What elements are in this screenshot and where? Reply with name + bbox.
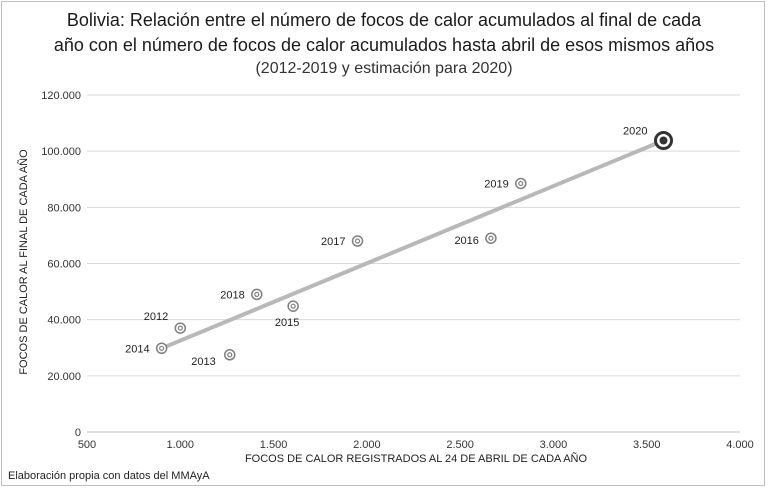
x-tick-label: 2.500 xyxy=(446,439,474,451)
y-tick-label: 40.000 xyxy=(47,315,81,327)
marker-inner xyxy=(488,235,494,241)
data-point-2014 xyxy=(155,342,168,355)
marker-inner xyxy=(227,352,233,358)
marker-inner xyxy=(254,291,260,297)
data-point-2016 xyxy=(485,232,497,244)
x-tick-label: 4.000 xyxy=(726,439,754,451)
point-label-2017: 2017 xyxy=(321,236,345,248)
data-point-2013 xyxy=(223,349,236,361)
data-point-2012 xyxy=(174,322,187,334)
marker-inner xyxy=(354,238,361,244)
marker-inner xyxy=(159,345,165,351)
chart-subtitle: (2012-2019 y estimación para 2020) xyxy=(255,60,513,77)
highlight-marker-inner xyxy=(659,136,668,145)
marker-inner xyxy=(518,180,524,187)
data-point-2020 xyxy=(654,130,674,150)
y-tick-label: 120.000 xyxy=(41,90,81,102)
x-tick-label: 500 xyxy=(78,439,96,451)
data-point-2017 xyxy=(351,235,364,247)
x-tick-label: 2.000 xyxy=(353,439,381,451)
point-label-2019: 2019 xyxy=(484,178,508,190)
y-tick-label: 100.000 xyxy=(41,146,81,158)
point-label-2020: 2020 xyxy=(623,125,647,137)
x-axis-title: FOCOS DE CALOR REGISTRADOS AL 24 DE ABRI… xyxy=(245,452,588,465)
x-tick-label: 3.000 xyxy=(540,439,568,451)
data-point-2015 xyxy=(287,300,299,312)
y-tick-label: 20.000 xyxy=(47,371,81,383)
marker-inner xyxy=(177,325,183,331)
point-label-2018: 2018 xyxy=(220,289,244,301)
y-axis-title: FOCOS DE CALOR AL FINAL DE CADA AÑO xyxy=(17,149,30,375)
source-note: Elaboración propia con datos del MMAyA xyxy=(8,470,210,482)
y-tick-label: 0 xyxy=(75,427,81,439)
marker-inner xyxy=(290,303,296,309)
data-point-2018 xyxy=(251,288,263,301)
y-tick-label: 60.000 xyxy=(47,259,81,271)
y-tick-label: 80.000 xyxy=(47,202,81,214)
point-label-2012: 2012 xyxy=(144,311,168,323)
chart-title-line-2: año con el número de focos de calor acum… xyxy=(53,35,715,55)
x-tick-label: 1.500 xyxy=(260,439,288,451)
point-label-2013: 2013 xyxy=(191,356,215,368)
trendline xyxy=(159,138,666,351)
x-tick-label: 1.000 xyxy=(167,439,195,451)
x-tick-label: 3.500 xyxy=(633,439,661,451)
point-label-2016: 2016 xyxy=(454,235,478,247)
point-label-2014: 2014 xyxy=(125,343,149,355)
point-label-2015: 2015 xyxy=(275,317,299,329)
data-point-2019 xyxy=(515,177,527,190)
chart-title-line-1: Bolivia: Relación entre el número de foc… xyxy=(66,10,702,30)
